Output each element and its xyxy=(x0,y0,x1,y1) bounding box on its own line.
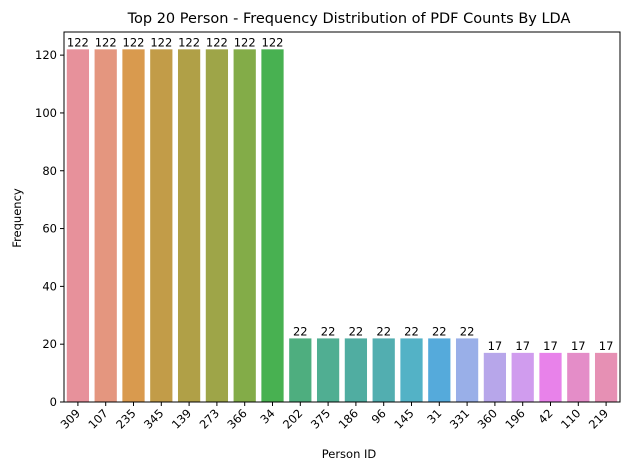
x-axis: 309 107 235 345 139 273 366 34 202 375 186 96 145 31 3… xyxy=(58,402,611,432)
x-tick-label: 139 xyxy=(169,406,194,431)
bar-202 xyxy=(289,338,312,402)
data-label-331: 22 xyxy=(460,324,475,338)
y-axis: 0 20 40 60 80 100 120 xyxy=(35,48,64,409)
bar-145 xyxy=(400,338,423,402)
y-tick-label: 100 xyxy=(35,106,57,120)
x-tick-label: 345 xyxy=(141,406,166,431)
x-tick-label: 186 xyxy=(336,406,361,431)
bar-196 xyxy=(511,352,534,402)
data-label-145: 22 xyxy=(404,324,419,338)
data-labels-layer: 122 122 122 122 122 122 122 122 22 22 22 22 22 22 22 17… xyxy=(67,35,613,353)
bar-107 xyxy=(94,49,117,403)
data-label-345: 122 xyxy=(150,35,172,49)
x-tick-label: 235 xyxy=(113,406,138,431)
data-label-202: 22 xyxy=(293,324,308,338)
y-axis-label: Frequency xyxy=(10,188,24,248)
data-label-196: 17 xyxy=(515,339,530,353)
x-tick-label: 34 xyxy=(257,406,277,426)
data-label-42: 17 xyxy=(543,339,558,353)
x-tick-label: 145 xyxy=(391,406,416,431)
data-label-96: 22 xyxy=(376,324,391,338)
data-label-31: 22 xyxy=(432,324,447,338)
bar-309 xyxy=(66,49,90,403)
data-label-110: 17 xyxy=(571,339,586,353)
data-label-219: 17 xyxy=(599,339,614,353)
y-tick-label: 20 xyxy=(42,337,57,351)
y-tick-label: 120 xyxy=(35,48,57,62)
bar-139 xyxy=(177,49,201,403)
data-label-235: 122 xyxy=(123,35,145,49)
y-tick-label: 60 xyxy=(42,222,57,236)
x-tick-label: 375 xyxy=(308,406,333,431)
x-tick-label: 219 xyxy=(586,406,611,431)
x-tick-label: 96 xyxy=(369,406,389,426)
bar-345 xyxy=(150,49,173,403)
x-tick-label: 196 xyxy=(502,406,527,431)
data-label-139: 122 xyxy=(178,35,200,49)
x-tick-label: 360 xyxy=(475,406,500,431)
bar-235 xyxy=(122,49,145,403)
data-label-107: 122 xyxy=(95,35,117,49)
bar-375 xyxy=(316,338,340,402)
bar-186 xyxy=(344,338,368,402)
x-tick-label: 273 xyxy=(197,406,222,431)
y-tick-label: 80 xyxy=(42,164,57,178)
chart-title: Top 20 Person - Frequency Distribution o… xyxy=(127,11,571,27)
data-label-34: 122 xyxy=(262,35,284,49)
bar-34 xyxy=(261,49,284,403)
x-tick-label: 366 xyxy=(224,406,249,431)
data-label-309: 122 xyxy=(67,35,89,49)
data-label-273: 122 xyxy=(206,35,228,49)
y-tick-label: 40 xyxy=(42,279,57,293)
x-axis-label: Person ID xyxy=(322,447,377,461)
data-label-186: 22 xyxy=(349,324,364,338)
bar-110 xyxy=(567,352,590,402)
x-tick-label: 42 xyxy=(535,406,555,426)
bar-42 xyxy=(539,352,562,402)
data-label-360: 17 xyxy=(488,339,503,353)
bar-219 xyxy=(594,352,618,402)
x-tick-label: 107 xyxy=(85,406,110,431)
x-tick-label: 309 xyxy=(58,406,83,431)
x-tick-label: 110 xyxy=(558,406,583,431)
bar-31 xyxy=(428,338,451,402)
bar-273 xyxy=(205,49,229,403)
bar-331 xyxy=(455,338,479,402)
data-label-375: 22 xyxy=(321,324,336,338)
x-tick-label: 331 xyxy=(447,406,472,431)
bar-366 xyxy=(233,49,256,403)
plot-frame xyxy=(63,31,621,403)
y-tick-label: 0 xyxy=(50,395,57,409)
bar-360 xyxy=(483,352,507,402)
x-tick-label: 31 xyxy=(424,406,444,426)
data-label-366: 122 xyxy=(234,35,256,49)
bar-96 xyxy=(372,338,395,402)
bars-layer xyxy=(66,49,618,403)
x-tick-label: 202 xyxy=(280,406,305,431)
